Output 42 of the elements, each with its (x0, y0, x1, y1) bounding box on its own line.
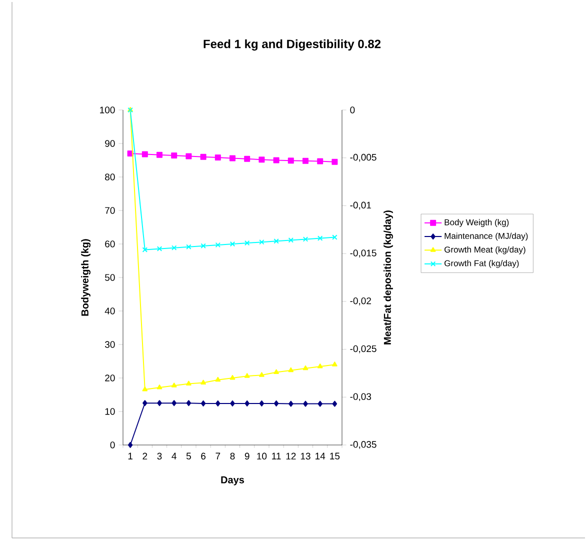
x-tick-label: 1 (128, 452, 132, 460)
x-tick-label: 3 (157, 452, 162, 460)
y2-tick-label: -0,025 (350, 345, 376, 354)
chart-title: Feed 1 kg and Digestibility 0.82 (204, 39, 381, 51)
y2-tick-label: -0,03 (350, 393, 372, 402)
x-tick-label: 9 (244, 452, 250, 460)
y-tick-label: 50 (105, 274, 115, 281)
y-tick-label: 80 (105, 174, 115, 180)
y-axis-title: Bodyweigth (kg) (81, 239, 90, 316)
x-tick-label: 11 (272, 452, 281, 460)
x-tick-label: 2 (142, 452, 148, 460)
y2-tick-label: -0,01 (350, 202, 371, 210)
legend-label: Maintenance (MJ/day) (444, 232, 528, 241)
legend-label: Growth Meat (kg/day) (444, 246, 526, 254)
y-tick-label: 0 (110, 442, 115, 448)
x-tick-label: 12 (286, 452, 296, 460)
y-tick-label: 60 (105, 240, 115, 248)
y-tick-label: 70 (105, 207, 115, 214)
legend-label: Body Weigth (kg) (444, 219, 509, 227)
y-tick-label: 30 (104, 341, 115, 348)
y2-tick-label: -0,005 (350, 154, 376, 162)
y2-tick-label: -0,02 (350, 297, 371, 306)
x-axis-title: Days (221, 476, 244, 486)
y-tick-label: 20 (105, 374, 115, 382)
x-tick-label: 13 (300, 452, 310, 460)
y-tick-label: 90 (105, 140, 115, 147)
x-tick-label: 15 (330, 452, 340, 460)
x-tick-label: 8 (230, 452, 235, 460)
y2-tick-label: -0,015 (350, 250, 376, 258)
x-tick-label: 4 (172, 452, 176, 460)
x-tick-label: 6 (201, 452, 206, 460)
y2-tick-label: 0 (350, 106, 355, 114)
x-tick-label: 7 (216, 452, 220, 460)
legend-label: Growth Fat (kg/day) (444, 260, 519, 268)
y-tick-label: 100 (100, 106, 115, 114)
y2-axis-title: Meat/Fat deposition (kg/day) (384, 210, 393, 344)
y-tick-label: 40 (104, 308, 115, 314)
x-tick-label: 5 (186, 452, 191, 460)
y2-tick-label: -0,035 (350, 441, 376, 449)
x-tick-label: 10 (257, 452, 267, 460)
x-tick-label: 14 (316, 452, 326, 460)
y-tick-label: 10 (105, 408, 115, 415)
